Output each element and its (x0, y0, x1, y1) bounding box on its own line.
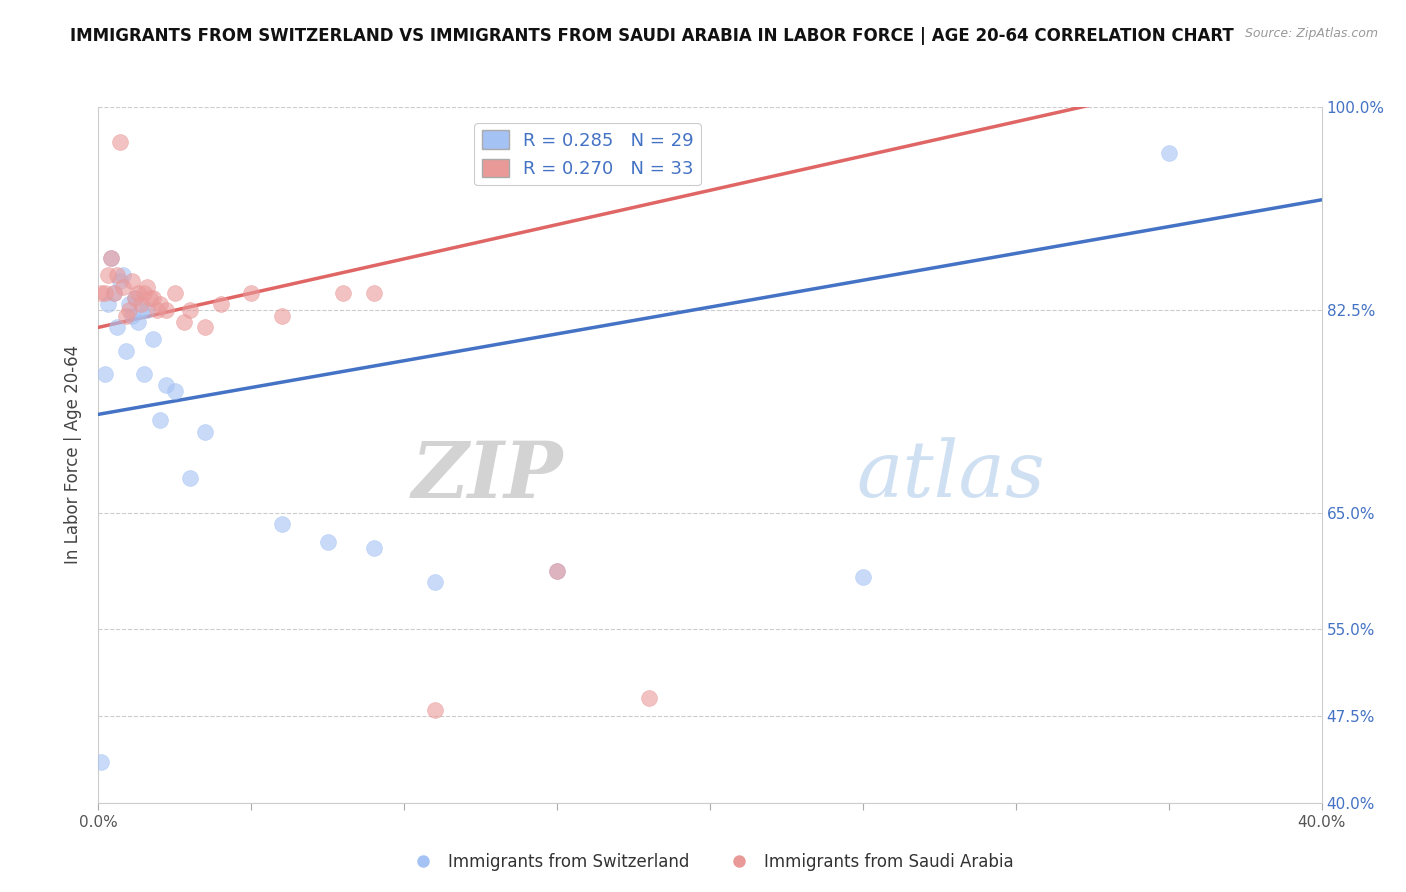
Point (179, 303, 201, 318)
Point (118, 303, 141, 318)
Point (240, 285, 263, 300)
Point (363, 285, 385, 300)
Point (142, 332, 165, 346)
Point (115, 343, 138, 358)
Point (136, 303, 159, 318)
Point (155, 303, 177, 318)
Point (127, 315, 149, 329)
Point (121, 309, 143, 323)
Point (108, 274, 131, 288)
Point (194, 425, 217, 439)
Point (124, 291, 146, 305)
Point (423, 703, 446, 717)
Point (270, 517, 292, 532)
Text: IMMIGRANTS FROM SWITZERLAND VS IMMIGRANTS FROM SAUDI ARABIA IN LABOR FORCE | AGE: IMMIGRANTS FROM SWITZERLAND VS IMMIGRANT… (70, 27, 1234, 45)
Point (209, 297, 232, 311)
Point (546, 564, 568, 578)
Point (97, 268, 120, 282)
Point (103, 285, 125, 300)
Legend: Immigrants from Switzerland, Immigrants from Saudi Arabia: Immigrants from Switzerland, Immigrants … (399, 847, 1021, 878)
Point (108, 135, 131, 149)
Point (97, 297, 120, 311)
Point (363, 541, 385, 555)
Point (145, 303, 167, 318)
Point (136, 280, 159, 294)
Point (332, 285, 354, 300)
Point (111, 268, 134, 282)
Y-axis label: In Labor Force | Age 20-64: In Labor Force | Age 20-64 (65, 345, 83, 565)
Point (93, 367, 115, 381)
Point (139, 291, 162, 305)
Point (105, 320, 128, 334)
Point (134, 367, 156, 381)
Point (270, 309, 292, 323)
Point (194, 320, 217, 334)
Point (163, 384, 186, 398)
Point (90, 285, 112, 300)
Point (118, 297, 141, 311)
Point (149, 413, 172, 427)
Point (103, 285, 125, 300)
Point (90, 755, 112, 769)
Point (316, 534, 339, 549)
Point (129, 297, 152, 311)
Point (93, 285, 115, 300)
Point (149, 297, 172, 311)
Point (1157, 146, 1180, 161)
Point (179, 471, 201, 485)
Point (100, 251, 122, 265)
Point (124, 291, 146, 305)
Point (127, 285, 149, 300)
Point (134, 285, 156, 300)
Text: ZIP: ZIP (412, 438, 564, 514)
Point (163, 285, 186, 300)
Text: atlas: atlas (856, 438, 1046, 514)
Point (142, 291, 165, 305)
Point (111, 280, 134, 294)
Point (637, 691, 661, 706)
Point (852, 569, 875, 583)
Point (115, 309, 138, 323)
Point (546, 564, 568, 578)
Point (121, 274, 143, 288)
Point (173, 315, 195, 329)
Point (423, 575, 446, 590)
Point (155, 378, 177, 392)
Point (100, 251, 122, 265)
Point (129, 303, 152, 318)
Text: Source: ZipAtlas.com: Source: ZipAtlas.com (1244, 27, 1378, 40)
Point (105, 268, 128, 282)
